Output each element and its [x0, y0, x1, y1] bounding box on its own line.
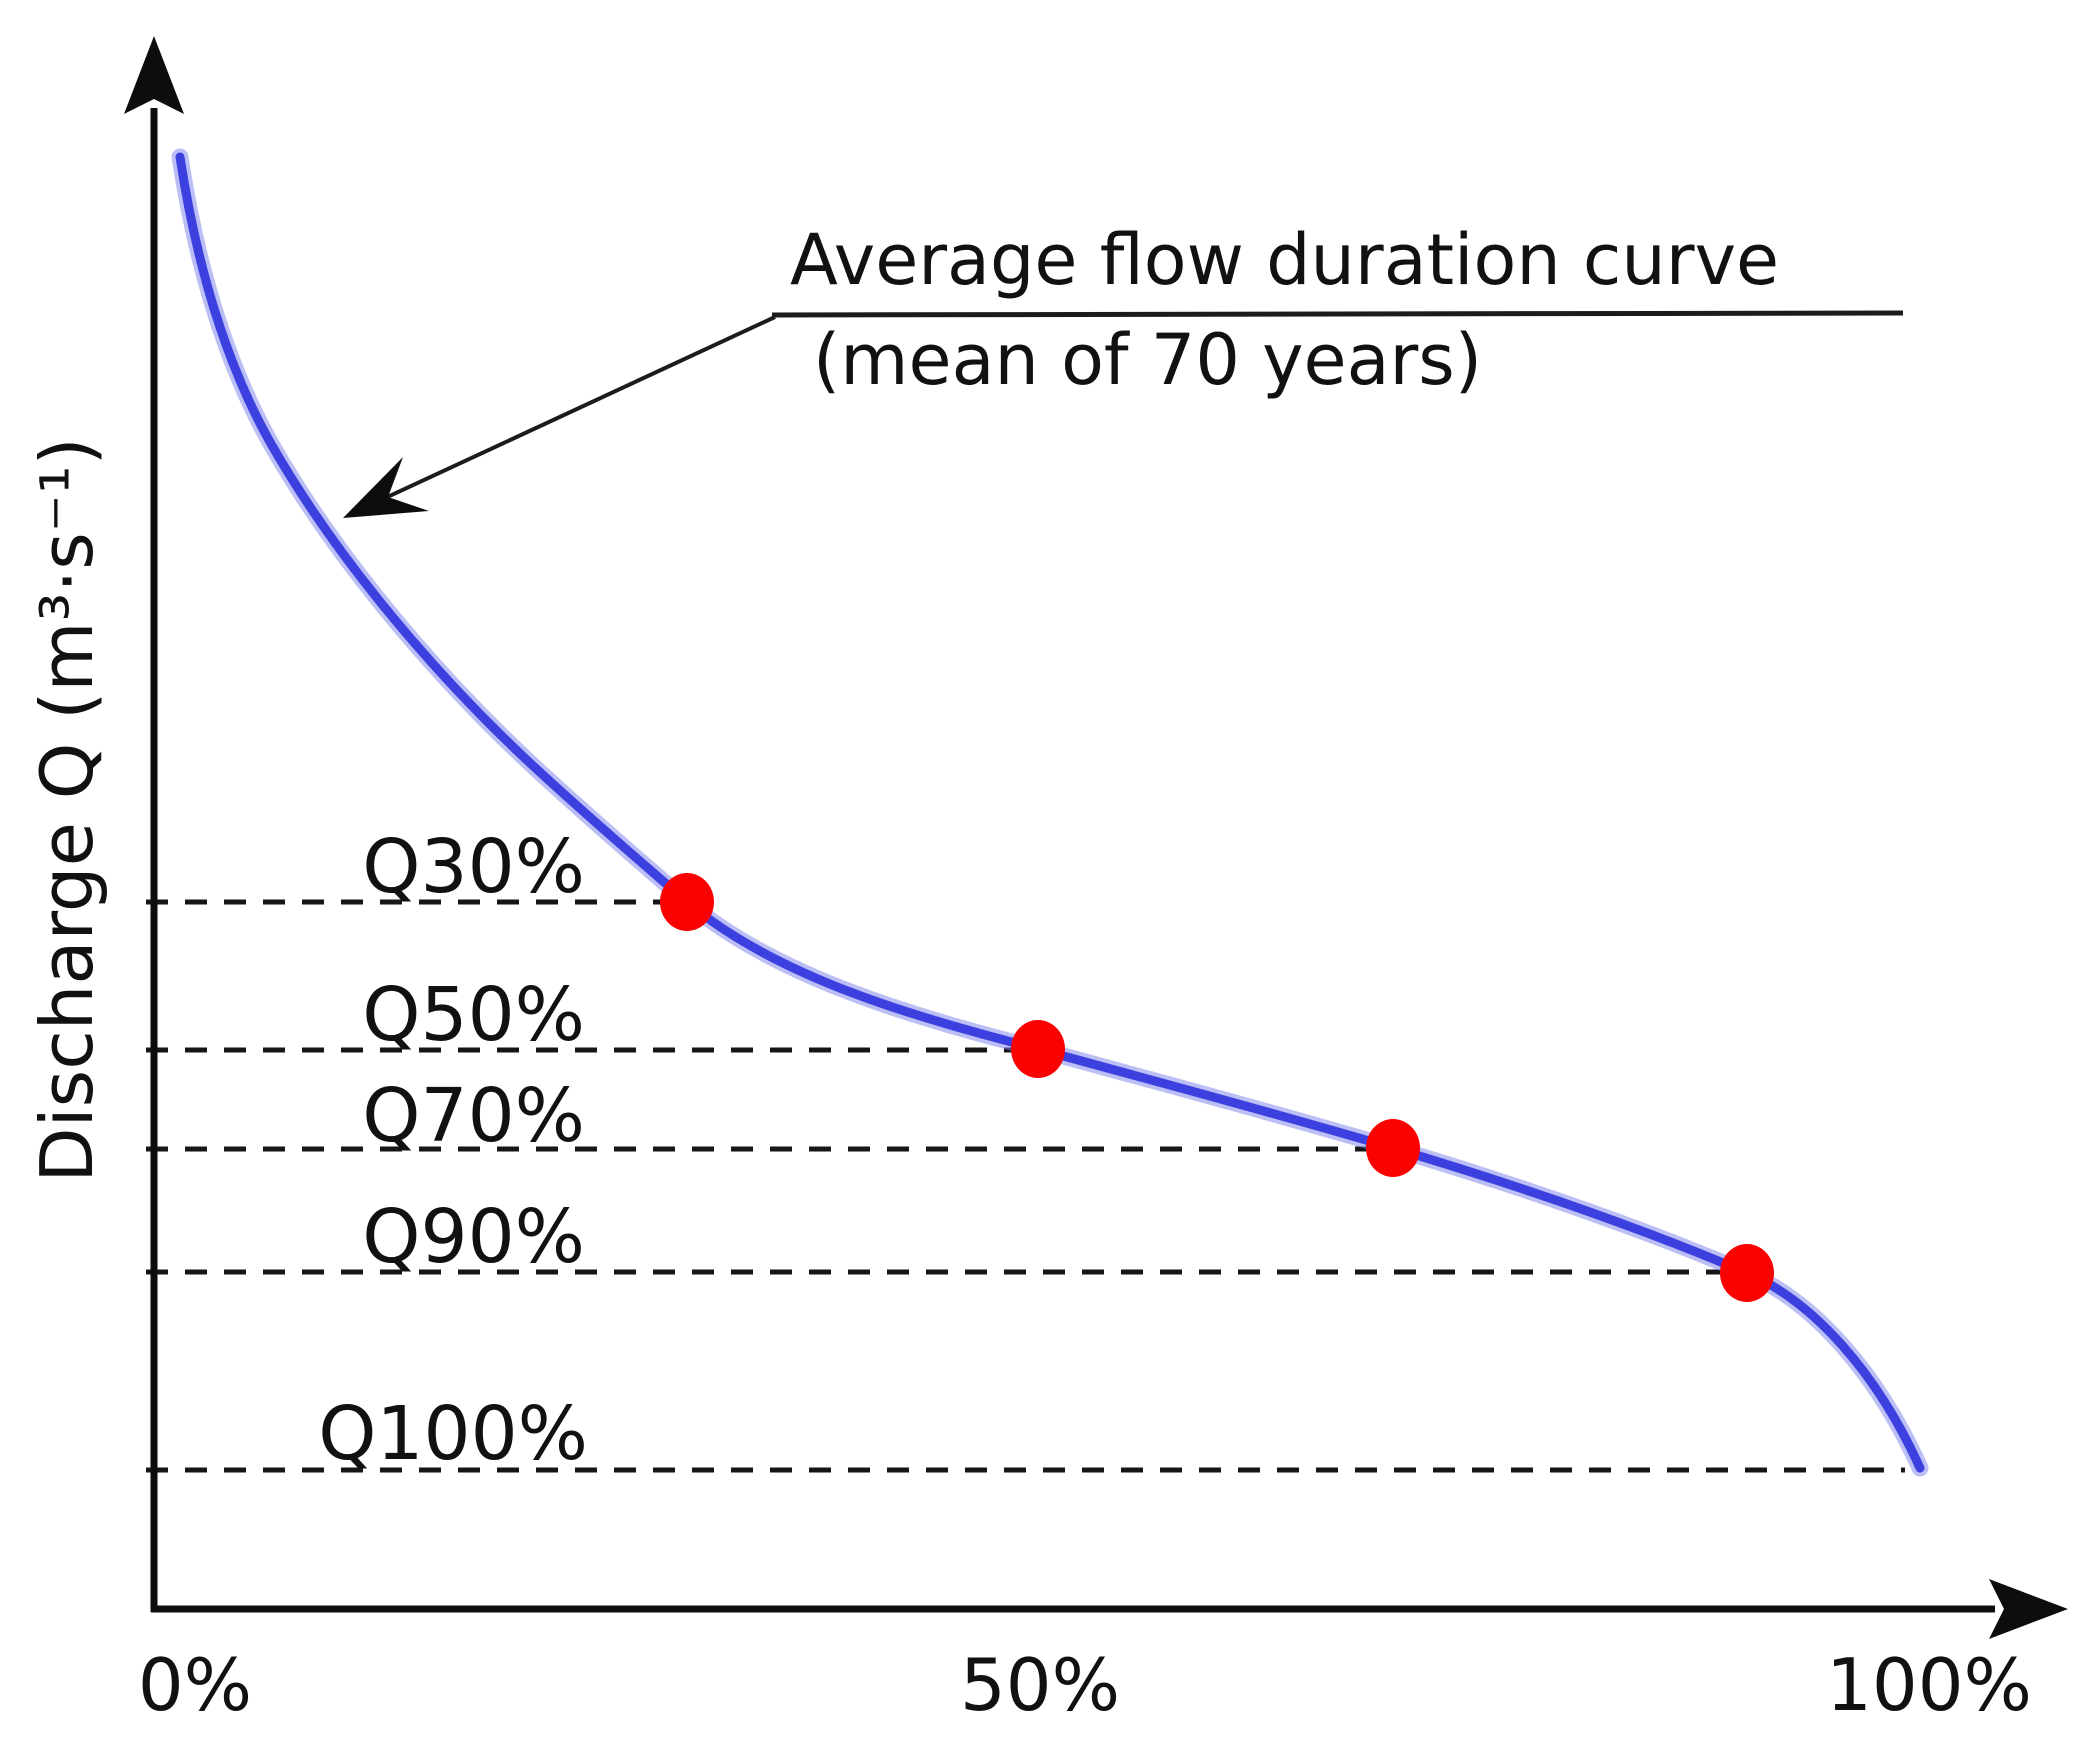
annotation-line2: (mean of 70 years): [813, 319, 1482, 401]
x-tick-50: 50%: [960, 1643, 1120, 1727]
flow-duration-curve: [175, 152, 1925, 1473]
q70-label: Q70%: [362, 1073, 585, 1159]
x-axis-arrow-icon: [1989, 1579, 2068, 1639]
x-tick-100: 100%: [1826, 1643, 2032, 1727]
annotation-underline: [771, 310, 1904, 318]
q30-label: Q30%: [362, 824, 585, 910]
x-tick-0: 0%: [138, 1643, 252, 1727]
data-point-q50: [1011, 1020, 1065, 1078]
annotation-arrow-icon: [343, 457, 429, 518]
data-point-q90: [1720, 1244, 1774, 1302]
y-axis-arrow-icon: [124, 36, 184, 114]
annotation-line1: Average flow duration curve: [790, 219, 1779, 301]
q50-label: Q50%: [362, 972, 585, 1058]
q90-label: Q90%: [362, 1194, 585, 1280]
data-point-q70: [1366, 1119, 1420, 1177]
q100-label: Q100%: [318, 1391, 588, 1477]
annotation-leader-line: [367, 315, 776, 508]
data-point-q30: [660, 873, 714, 931]
y-axis-label: Discharge Q (m³·s⁻¹): [25, 437, 109, 1183]
